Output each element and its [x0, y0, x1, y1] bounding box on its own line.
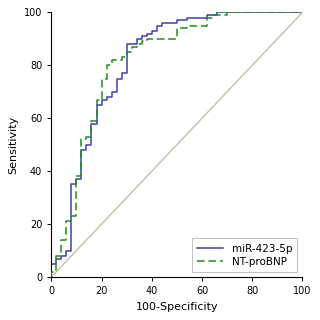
X-axis label: 100-Specificity: 100-Specificity [136, 302, 218, 312]
Y-axis label: Sensitivity: Sensitivity [8, 116, 18, 174]
Legend: miR-423-5p, NT-proBNP: miR-423-5p, NT-proBNP [192, 238, 297, 272]
